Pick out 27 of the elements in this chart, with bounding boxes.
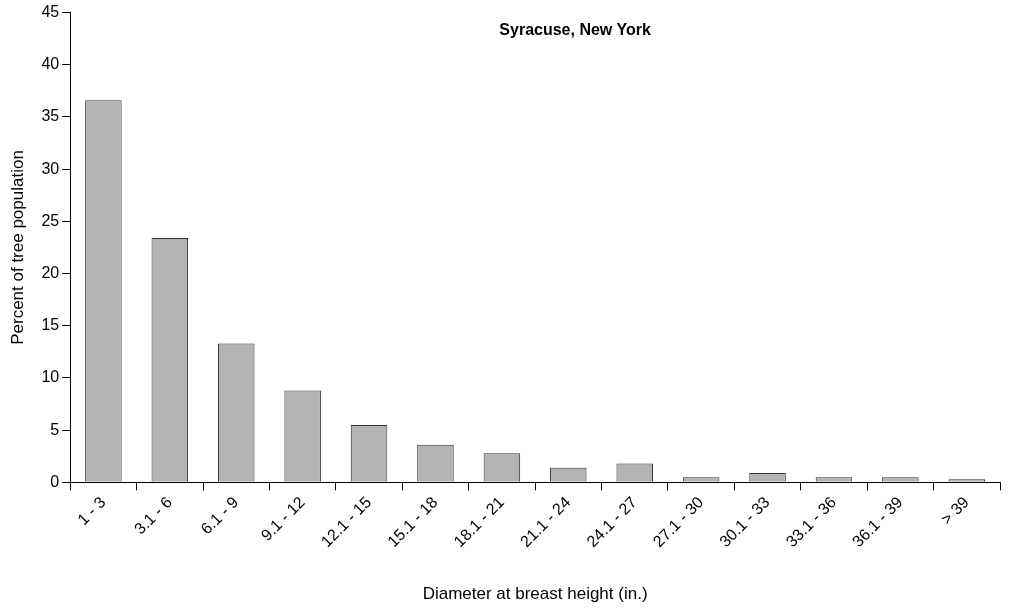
x-tick-label: 27.1 - 30 bbox=[649, 493, 707, 551]
y-tick-label: 40 bbox=[41, 55, 60, 73]
y-tick-label: 20 bbox=[41, 263, 60, 281]
x-tick-label: 12.1 - 15 bbox=[317, 493, 375, 551]
x-tick-label: 3.1 - 6 bbox=[130, 493, 176, 538]
x-tick-label: 9.1 - 12 bbox=[257, 493, 308, 544]
y-tick-label: 15 bbox=[41, 316, 60, 334]
text: Syracuse, New York bbox=[499, 21, 651, 39]
x-tick-label: 36.1 - 39 bbox=[848, 493, 906, 551]
x-tick-label: 15.1 - 18 bbox=[384, 493, 441, 551]
x-tick-label: 24.1 - 27 bbox=[583, 493, 641, 551]
x-axis-title: Diameter at breast height (in.) bbox=[422, 584, 648, 604]
x-tick-label: 33.1 - 36 bbox=[782, 493, 840, 551]
x-tick-label: 18.1 - 21 bbox=[450, 493, 508, 551]
y-axis-title: Percent of tree population bbox=[7, 150, 27, 345]
x-tick-label: 30.1 - 33 bbox=[716, 493, 773, 551]
y-tick-label: 25 bbox=[41, 211, 60, 229]
x-tick-label: 21.1 - 24 bbox=[516, 493, 574, 551]
y-tick-label: 0 bbox=[50, 472, 60, 490]
x-tick-label: > 39 bbox=[937, 493, 973, 528]
y-tick-label: 45 bbox=[41, 3, 60, 21]
x-tick-label: 6.1 - 9 bbox=[197, 493, 242, 538]
y-tick-label: 5 bbox=[50, 420, 60, 438]
y-tick-label: 30 bbox=[41, 159, 60, 177]
y-tick-label: 35 bbox=[41, 107, 60, 125]
y-tick-label: 10 bbox=[41, 368, 60, 386]
x-tick-label: 1 - 3 bbox=[73, 493, 109, 529]
